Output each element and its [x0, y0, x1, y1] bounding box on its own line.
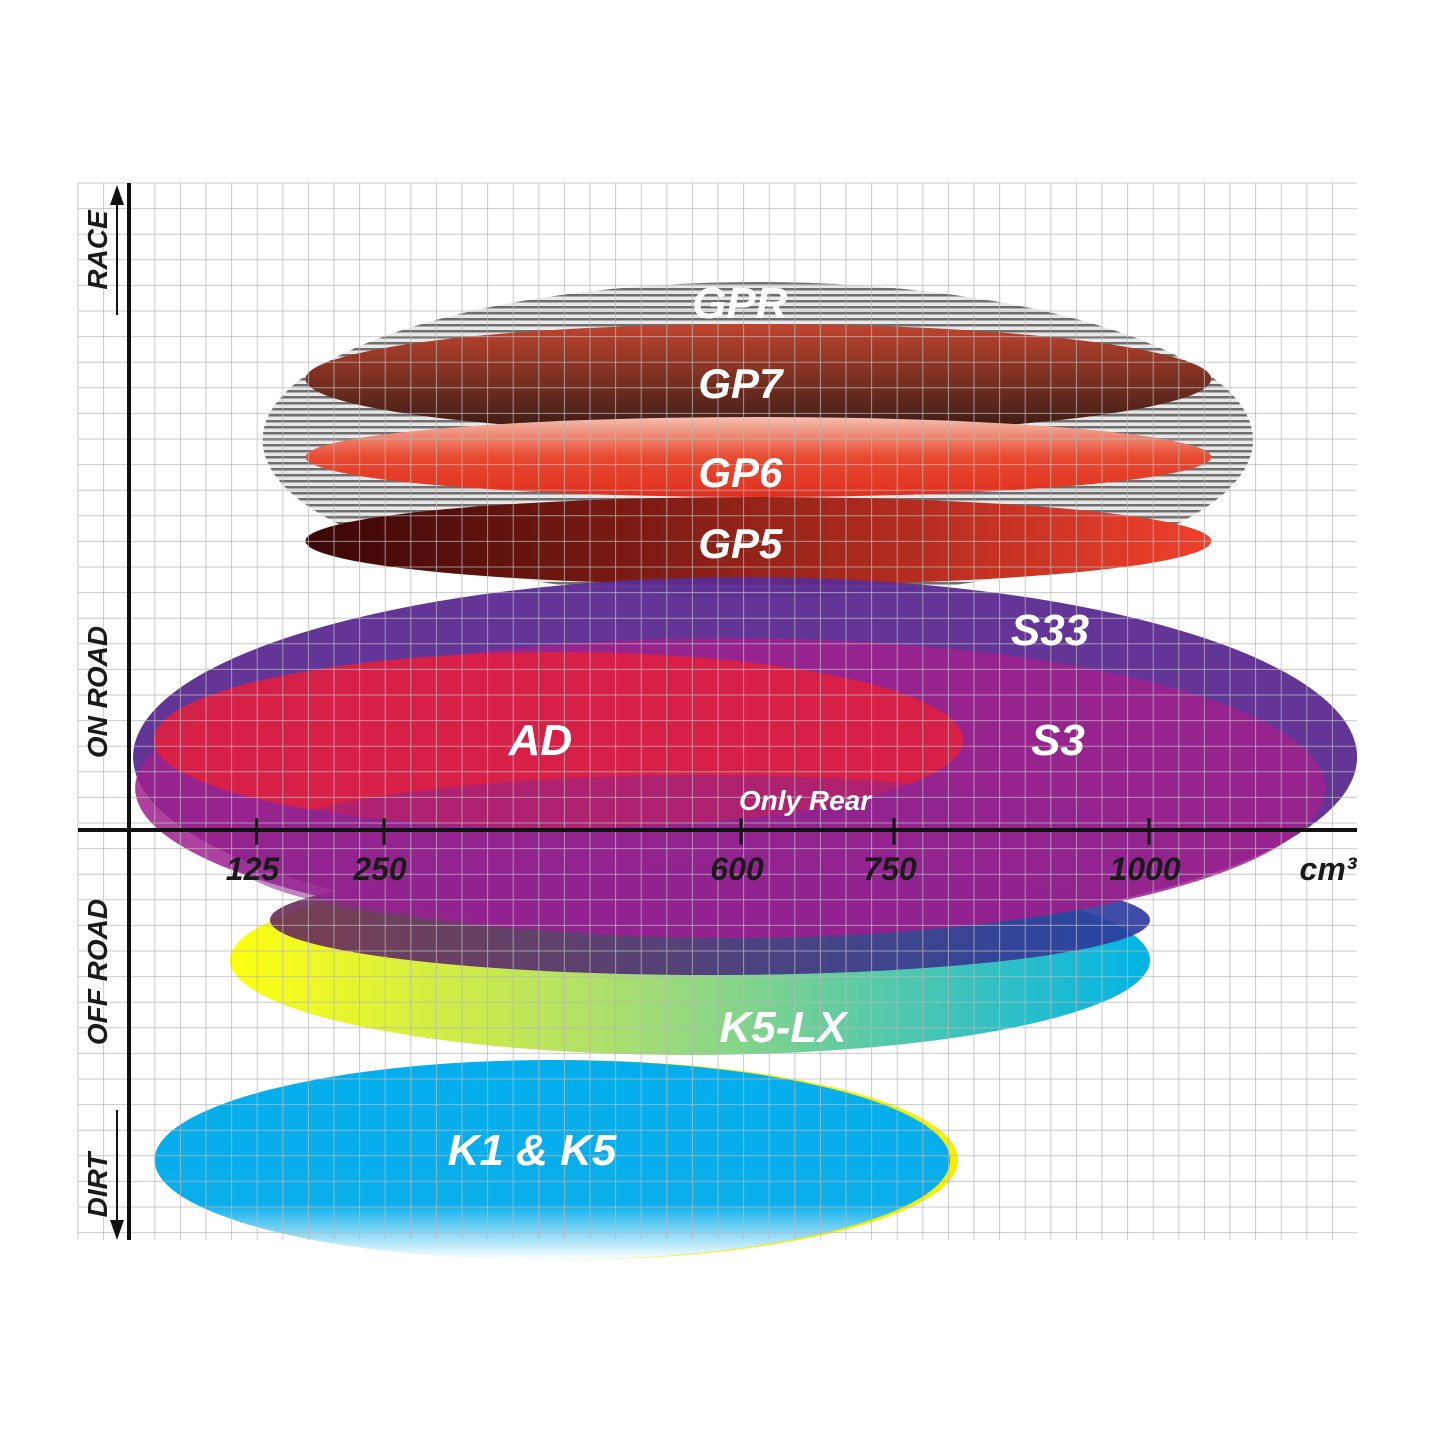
x-tick-label: 600	[710, 851, 764, 887]
label-s3: S3	[1031, 716, 1085, 765]
arrow-down-icon	[110, 1220, 124, 1240]
label-ad: AD	[508, 716, 573, 765]
label-k5-lx: K5-LX	[719, 1003, 849, 1052]
x-axis-unit: cm³	[1300, 851, 1358, 887]
label-k1-k5: K1 & K5	[448, 1126, 617, 1175]
ellipse-gp6	[305, 417, 1212, 497]
x-tick-label: 250	[352, 851, 407, 887]
label-gpr: GPR	[692, 279, 788, 328]
x-tick-label: 125	[226, 851, 281, 887]
label-only-rear: Only Rear	[739, 785, 873, 816]
ellipse-gp7	[305, 324, 1212, 434]
label-gp5: GP5	[698, 520, 783, 567]
arrow-up-icon	[110, 185, 124, 205]
label-s33: S33	[1011, 606, 1089, 655]
y-label-dirt: DIRT	[82, 1150, 113, 1218]
x-tick-label: 750	[863, 851, 917, 887]
ellipse-k1-k5	[154, 1060, 951, 1260]
y-label-on-road: ON ROAD	[82, 626, 113, 758]
x-tick-label: 1000	[1109, 851, 1180, 887]
label-gp7: GP7	[698, 360, 784, 407]
label-gp6: GP6	[698, 449, 783, 496]
y-label-off-road: OFF ROAD	[82, 899, 113, 1045]
y-label-race: RACE	[82, 209, 113, 290]
ellipse-only-rear	[229, 775, 1171, 935]
